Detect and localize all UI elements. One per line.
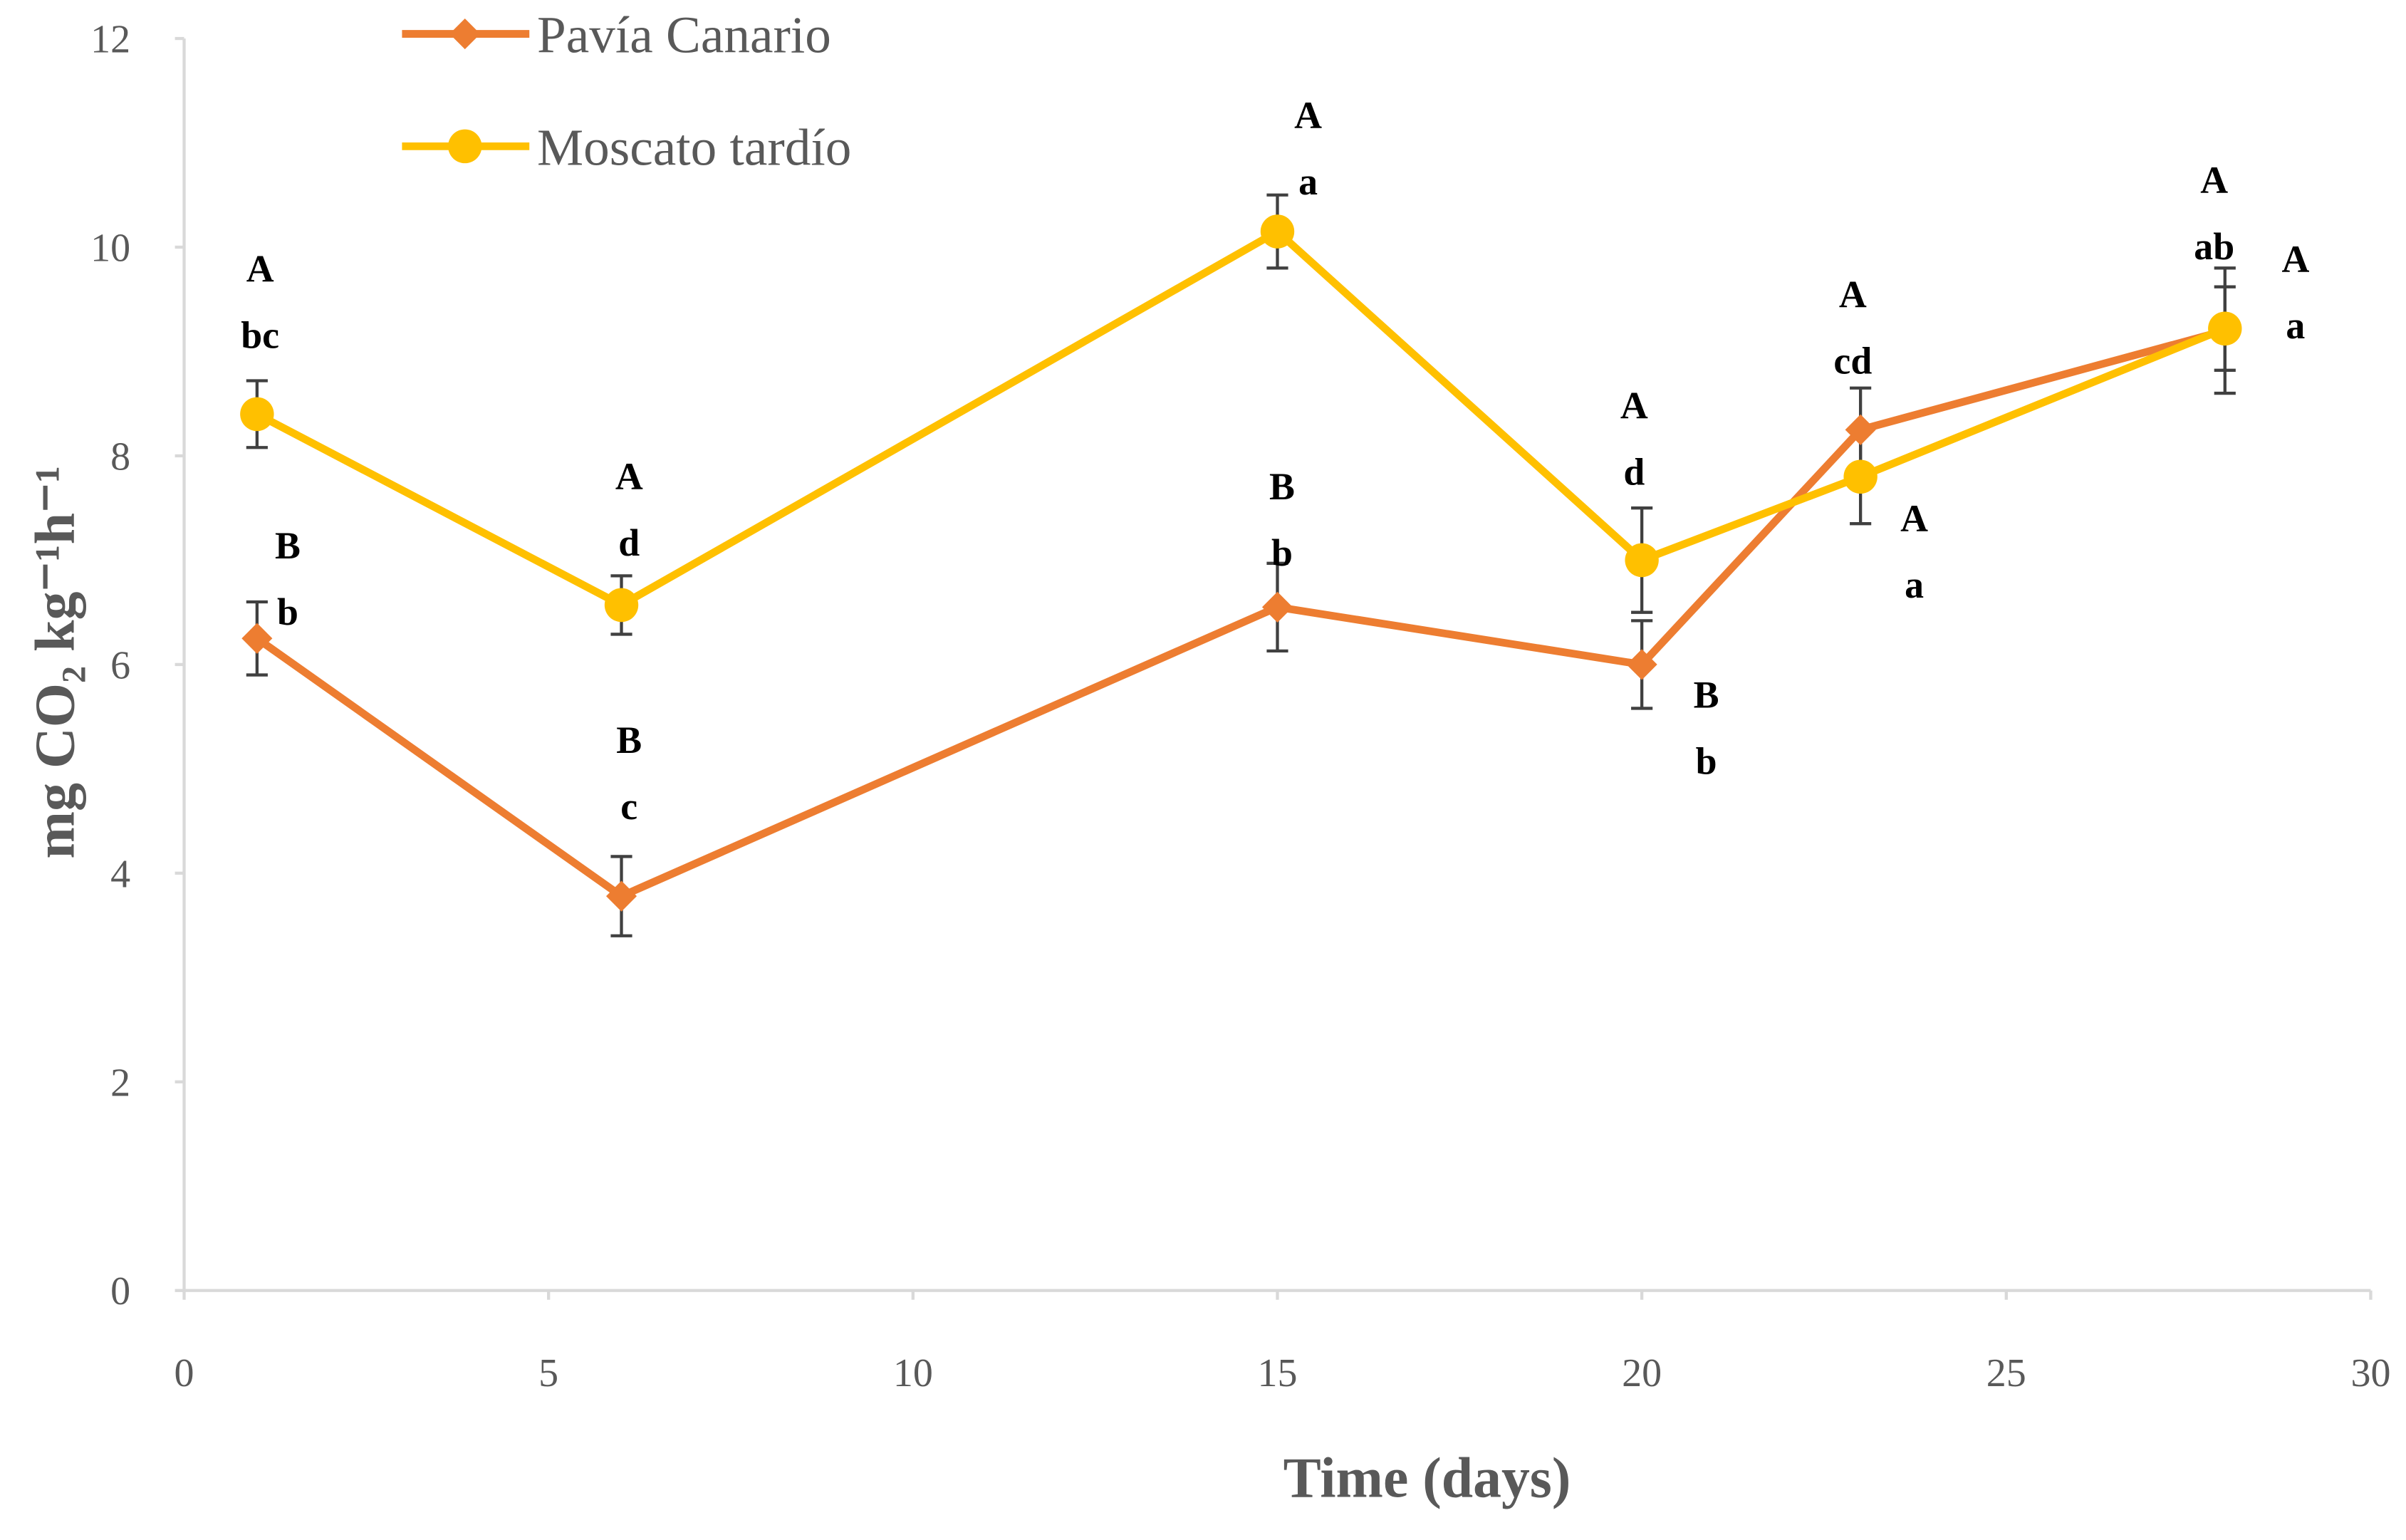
- annotation: a: [1298, 160, 1318, 203]
- x-tick-label: 25: [1986, 1351, 2026, 1395]
- data-point: [1260, 214, 1295, 249]
- annotation: a: [1905, 563, 1924, 606]
- annotation: A: [246, 247, 274, 290]
- x-tick-label: 15: [1257, 1351, 1297, 1395]
- legend-marker: [448, 129, 482, 164]
- data-point: [1843, 459, 1878, 494]
- series-line: [254, 326, 2227, 901]
- annotation: b: [277, 590, 298, 633]
- annotation: bc: [241, 313, 279, 356]
- annotation: A: [1620, 384, 1648, 427]
- annotation: A: [2281, 238, 2309, 281]
- annotation: cd: [1833, 339, 1872, 382]
- data-point: [1845, 414, 1876, 445]
- y-tick-label: 0: [110, 1269, 130, 1313]
- annotation: a: [2286, 304, 2305, 347]
- data-point: [1625, 543, 1659, 578]
- x-tick-label: 20: [1622, 1351, 1662, 1395]
- data-point: [1261, 591, 1293, 623]
- legend-marker: [449, 18, 481, 50]
- annotation: b: [1696, 739, 1717, 782]
- legend-label: Pavía Canario: [537, 6, 831, 63]
- y-tick-label: 10: [90, 226, 130, 270]
- data-point: [1626, 649, 1657, 680]
- data-point: [604, 588, 639, 623]
- legend-label: Moscato tardío: [537, 118, 851, 176]
- annotation: d: [1623, 450, 1645, 493]
- annotation: B: [1269, 465, 1295, 508]
- y-tick-label: 8: [110, 435, 130, 479]
- annotation: B: [1694, 673, 1719, 716]
- data-point: [605, 880, 637, 912]
- x-tick-label: 5: [538, 1351, 558, 1395]
- y-tick-label: 12: [90, 17, 130, 61]
- x-tick-label: 0: [175, 1351, 194, 1395]
- annotation: A: [1294, 94, 1322, 137]
- annotation: A: [2200, 159, 2228, 202]
- y-tick-label: 6: [110, 643, 130, 687]
- y-axis-title: mg CO₂ kg⁻¹h⁻¹: [24, 466, 87, 859]
- annotation: A: [1900, 497, 1928, 540]
- series-line: [255, 227, 2227, 610]
- x-axis-title: Time (days): [1283, 1447, 1571, 1509]
- annotation: c: [620, 785, 637, 828]
- x-tick-label: 30: [2350, 1351, 2390, 1395]
- y-tick-label: 4: [110, 852, 130, 896]
- annotation: ab: [2194, 225, 2234, 268]
- annotation: B: [616, 719, 642, 761]
- data-point: [2208, 311, 2242, 346]
- annotation: B: [275, 524, 301, 567]
- data-point: [240, 397, 274, 432]
- y-tick-label: 2: [110, 1061, 130, 1105]
- annotation: A: [615, 455, 643, 498]
- x-tick-label: 10: [893, 1351, 933, 1395]
- annotation: d: [618, 521, 640, 564]
- annotation: b: [1271, 531, 1293, 574]
- annotation: A: [1839, 273, 1867, 316]
